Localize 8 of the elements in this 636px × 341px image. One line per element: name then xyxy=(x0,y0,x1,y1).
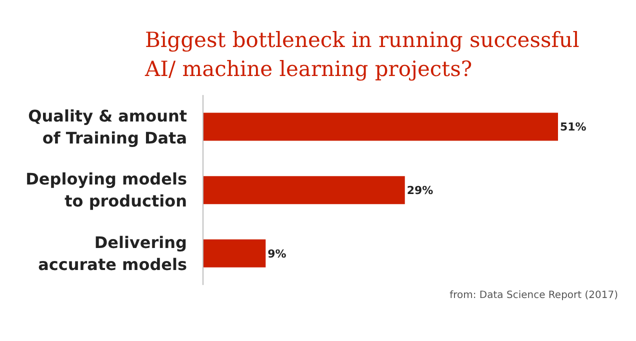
y-tick-label: Delivering accurate models xyxy=(38,232,187,274)
y-tick-label: Quality & amount of Training Data xyxy=(28,106,188,148)
data-label: 29% xyxy=(406,184,434,197)
data-label: 51% xyxy=(560,120,586,134)
data-label: 9% xyxy=(268,247,286,260)
chart-title: Biggest bottleneck in running successful AI/ machine learning projects? xyxy=(145,27,580,83)
y-tick-label: Deploying models to production xyxy=(26,170,187,211)
text: from: Data Science Report (2017) xyxy=(450,290,618,301)
